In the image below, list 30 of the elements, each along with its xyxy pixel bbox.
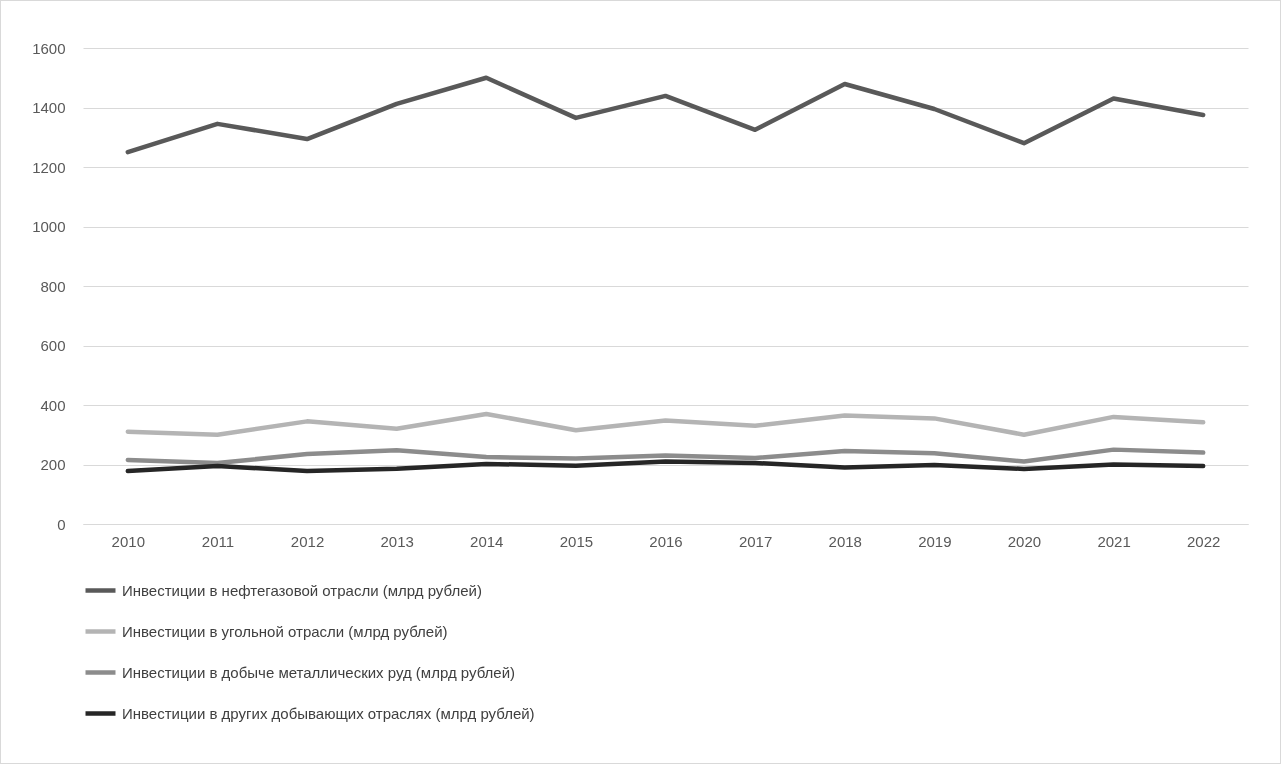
x-tick-label: 2015 <box>559 532 594 550</box>
y-tick-label: 1000 <box>32 218 66 235</box>
x-tick-label: 2010 <box>111 532 145 550</box>
y-tick-label: 400 <box>40 396 66 414</box>
line-series <box>125 447 1206 466</box>
x-tick-label: 2012 <box>290 532 325 550</box>
x-tick-label: 2016 <box>649 532 683 550</box>
y-tick-label: 0 <box>57 515 66 533</box>
line-series <box>125 411 1206 437</box>
y-tick-label: 800 <box>40 277 66 295</box>
line-series <box>125 75 1206 155</box>
legend-label: Инвестиции в угольной отрасли (млрд рублей) <box>122 622 448 640</box>
y-tick-label: 1400 <box>32 99 66 116</box>
line-series <box>125 459 1206 474</box>
legend-label: Инвестиции в других добывающих отраслях (млрд рублей) <box>122 704 535 722</box>
x-tick-label: 2013 <box>380 532 414 550</box>
x-tick-label: 2017 <box>738 532 773 550</box>
legend-label: Инвестиции в добыче металлических руд (млрд рублей) <box>122 663 516 681</box>
y-tick-label: 200 <box>40 456 66 473</box>
x-tick-label: 2019 <box>918 532 952 550</box>
x-tick-label: 2022 <box>1187 532 1221 550</box>
x-tick-label: 2011 <box>201 532 235 550</box>
y-tick-label: 1600 <box>32 39 66 57</box>
x-tick-label: 2014 <box>470 532 504 550</box>
legend-label: Инвестиции в нефтегазовой отрасли (млрд рублей) <box>122 581 482 599</box>
x-tick-label: 2021 <box>1097 532 1131 550</box>
x-tick-label: 2020 <box>1007 532 1042 550</box>
x-tick-label: 2018 <box>828 532 862 550</box>
y-tick-label: 1200 <box>32 158 66 176</box>
y-tick-label: 600 <box>40 337 66 354</box>
